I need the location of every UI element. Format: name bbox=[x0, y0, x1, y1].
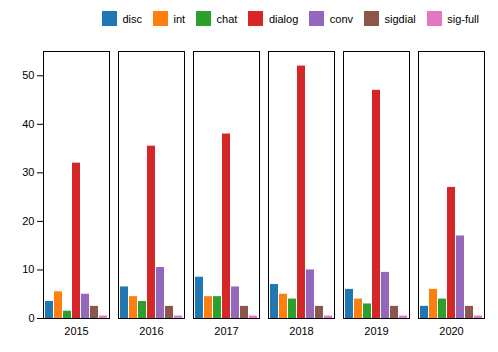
svg-text:30: 30 bbox=[22, 166, 34, 178]
svg-text:2018: 2018 bbox=[289, 325, 313, 337]
svg-text:2019: 2019 bbox=[364, 325, 388, 337]
html-text:conv: conv bbox=[329, 12, 353, 25]
svg-text:40: 40 bbox=[22, 117, 34, 129]
svg-text:2017: 2017 bbox=[214, 325, 238, 337]
html-text:sigdial: sigdial bbox=[384, 12, 416, 25]
svg-text:50: 50 bbox=[22, 69, 34, 81]
html-text:int: int bbox=[173, 12, 186, 25]
html-text:disc: disc bbox=[122, 12, 142, 25]
svg-text:2016: 2016 bbox=[139, 325, 163, 337]
svg-text:10: 10 bbox=[22, 263, 34, 275]
svg-text:20: 20 bbox=[22, 214, 34, 226]
svg-text:2015: 2015 bbox=[64, 325, 88, 337]
html-text:sig-full: sig-full bbox=[447, 12, 479, 25]
html-text:dialog: dialog bbox=[268, 12, 299, 25]
html-text:chat: chat bbox=[216, 12, 238, 25]
svg-text:2020: 2020 bbox=[439, 325, 463, 337]
svg-text:0: 0 bbox=[28, 312, 34, 324]
